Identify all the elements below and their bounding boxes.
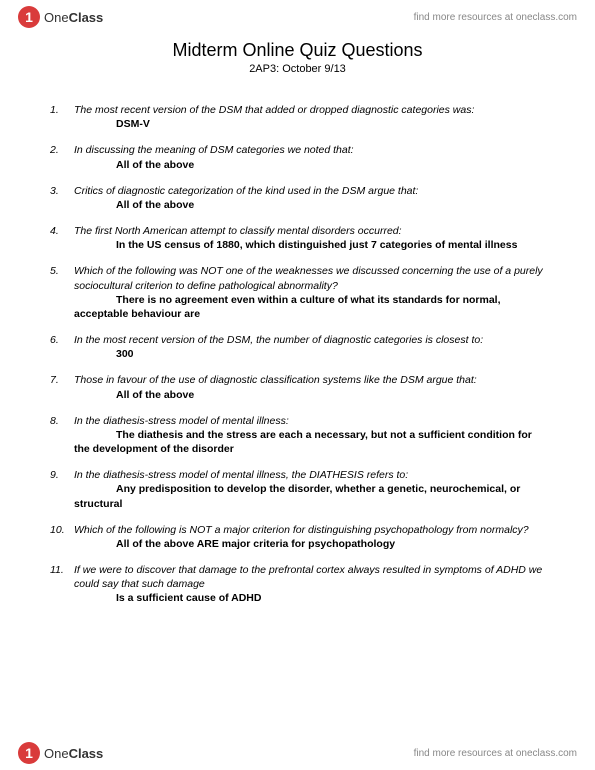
answer-text: DSM-V <box>74 117 545 131</box>
question-list: The most recent version of the DSM that … <box>50 103 545 606</box>
answer-text: All of the above <box>74 198 545 212</box>
brand-name-prefix: One <box>44 746 69 761</box>
brand-logo: 1 OneClass <box>18 6 103 28</box>
logo-badge-icon: 1 <box>18 742 40 764</box>
list-item: In the diathesis-stress model of mental … <box>50 414 545 457</box>
list-item: Critics of diagnostic categorization of … <box>50 184 545 212</box>
footer-tagline: find more resources at oneclass.com <box>414 748 577 759</box>
list-item: In discussing the meaning of DSM categor… <box>50 143 545 171</box>
brand-name: OneClass <box>44 746 103 761</box>
brand-logo: 1 OneClass <box>18 742 103 764</box>
brand-name-bold: Class <box>69 10 104 25</box>
question-text: Which of the following is NOT a major cr… <box>74 524 529 536</box>
question-text: The first North American attempt to clas… <box>74 225 402 237</box>
question-text: If we were to discover that damage to th… <box>74 564 542 590</box>
brand-name-prefix: One <box>44 10 69 25</box>
answer-text: There is no agreement even within a cult… <box>74 293 545 321</box>
page-title: Midterm Online Quiz Questions <box>50 40 545 61</box>
question-text: Which of the following was NOT one of th… <box>74 265 543 291</box>
answer-text: Is a sufficient cause of ADHD <box>74 591 545 605</box>
answer-text: All of the above ARE major criteria for … <box>74 537 545 551</box>
list-item: In the most recent version of the DSM, t… <box>50 333 545 361</box>
question-text: In the most recent version of the DSM, t… <box>74 334 483 346</box>
brand-name: OneClass <box>44 10 103 25</box>
list-item: The most recent version of the DSM that … <box>50 103 545 131</box>
logo-badge-icon: 1 <box>18 6 40 28</box>
answer-text: All of the above <box>74 158 545 172</box>
list-item: In the diathesis-stress model of mental … <box>50 468 545 511</box>
question-text: In discussing the meaning of DSM categor… <box>74 144 354 156</box>
list-item: Those in favour of the use of diagnostic… <box>50 373 545 401</box>
answer-text: In the US census of 1880, which distingu… <box>74 238 545 252</box>
question-text: Critics of diagnostic categorization of … <box>74 185 418 197</box>
answer-text: All of the above <box>74 388 545 402</box>
page-footer: 1 OneClass find more resources at onecla… <box>0 736 595 770</box>
question-text: The most recent version of the DSM that … <box>74 104 474 116</box>
question-text: In the diathesis-stress model of mental … <box>74 415 289 427</box>
answer-text: 300 <box>74 347 545 361</box>
header-tagline: find more resources at oneclass.com <box>414 12 577 23</box>
question-text: Those in favour of the use of diagnostic… <box>74 374 477 386</box>
list-item: If we were to discover that damage to th… <box>50 563 545 606</box>
page-header: 1 OneClass find more resources at onecla… <box>0 0 595 34</box>
document-body: Midterm Online Quiz Questions 2AP3: Octo… <box>50 40 545 730</box>
list-item: The first North American attempt to clas… <box>50 224 545 252</box>
answer-text: The diathesis and the stress are each a … <box>74 428 545 456</box>
page-subtitle: 2AP3: October 9/13 <box>50 63 545 75</box>
answer-text: Any predisposition to develop the disord… <box>74 482 545 510</box>
list-item: Which of the following is NOT a major cr… <box>50 523 545 551</box>
question-text: In the diathesis-stress model of mental … <box>74 469 408 481</box>
list-item: Which of the following was NOT one of th… <box>50 264 545 321</box>
brand-name-bold: Class <box>69 746 104 761</box>
